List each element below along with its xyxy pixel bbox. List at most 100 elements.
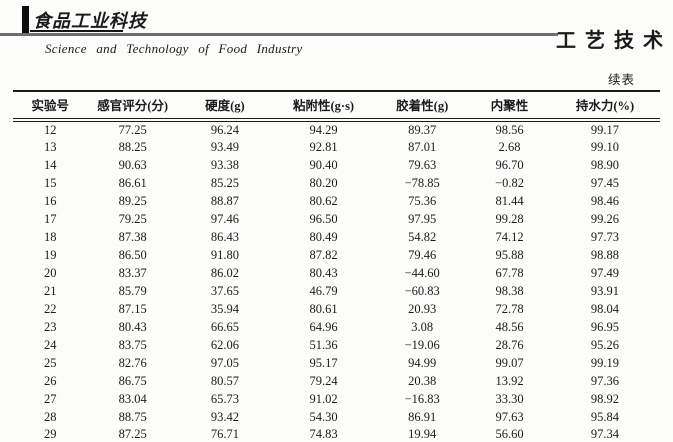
table-cell: 64.96 bbox=[309, 319, 338, 334]
table-row: 20 83.37 86.02 80.43 −44.60 67.78 97.49 bbox=[13, 264, 660, 282]
table-cell: 98.56 bbox=[495, 122, 524, 137]
table-cell: 74.12 bbox=[495, 229, 524, 244]
table-cell: 86.43 bbox=[210, 229, 239, 244]
table-cell: 77.25 bbox=[118, 122, 147, 137]
table-cell: 80.20 bbox=[309, 175, 338, 190]
table-row: 21 85.79 37.65 46.79 −60.83 98.38 93.91 bbox=[13, 282, 660, 300]
table-cell: 94.99 bbox=[408, 355, 437, 370]
column-header: 粘附性(g·s) bbox=[292, 99, 355, 113]
table-cell: 80.62 bbox=[309, 193, 338, 208]
table-row: 13 88.25 93.49 92.81 87.01 2.68 99.10 bbox=[13, 138, 660, 156]
table-cell: 76.71 bbox=[210, 427, 239, 441]
table-cell: 95.84 bbox=[590, 409, 620, 424]
table-cell: 51.36 bbox=[309, 337, 338, 352]
column-header: 硬度(g) bbox=[205, 99, 245, 113]
table-cell: 86.50 bbox=[118, 247, 147, 262]
table-row: 18 87.38 86.43 80.49 54.82 74.12 97.73 bbox=[13, 228, 660, 246]
table-cell: 83.75 bbox=[118, 337, 147, 352]
table-cell: 99.07 bbox=[495, 355, 524, 370]
table-cell: 99.19 bbox=[590, 355, 620, 370]
table-row: 16 89.25 88.87 80.62 75.36 81.44 98.46 bbox=[13, 192, 660, 210]
table-cell: 24 bbox=[43, 337, 57, 352]
table-cell: 46.79 bbox=[309, 283, 338, 298]
table-cell: 96.24 bbox=[210, 122, 239, 137]
table-cell: 79.63 bbox=[408, 157, 437, 172]
table-cell: 97.73 bbox=[590, 229, 620, 244]
table-cell: 22 bbox=[43, 301, 57, 316]
table-cell: 98.92 bbox=[590, 391, 620, 406]
table-cell: −44.60 bbox=[404, 265, 440, 280]
table-cell: 80.61 bbox=[309, 301, 338, 316]
table-cell: 91.02 bbox=[309, 391, 338, 406]
column-header: 内聚性 bbox=[490, 99, 529, 113]
table-cell: −78.85 bbox=[404, 175, 440, 190]
table-cell: 79.46 bbox=[408, 247, 437, 262]
journal-logo-chinese: 食品工业科技 bbox=[33, 11, 147, 31]
table-cell: 98.46 bbox=[590, 193, 620, 208]
table-cell: 98.88 bbox=[590, 247, 620, 262]
table-row: 23 80.43 66.65 64.96 3.08 48.56 96.95 bbox=[13, 318, 660, 336]
table-row: 17 79.25 97.46 96.50 97.95 99.28 99.26 bbox=[13, 210, 660, 228]
table-cell: 92.81 bbox=[309, 139, 338, 154]
table-cell: 72.78 bbox=[495, 301, 524, 316]
table-cell: 96.70 bbox=[495, 157, 524, 172]
table-cell: 20.93 bbox=[408, 301, 437, 316]
table-cell: 93.38 bbox=[210, 157, 239, 172]
table-row: 14 90.63 93.38 90.40 79.63 96.70 98.90 bbox=[13, 156, 660, 174]
table-cell: 95.88 bbox=[495, 247, 524, 262]
table-cell: 97.36 bbox=[590, 373, 620, 388]
table-cell: 54.30 bbox=[309, 409, 338, 424]
table-cell: 29 bbox=[43, 427, 57, 441]
table-cell: 86.75 bbox=[118, 373, 147, 388]
table-cell: 80.57 bbox=[210, 373, 239, 388]
table-cell: 82.76 bbox=[118, 355, 147, 370]
table-cell: 79.25 bbox=[118, 211, 147, 226]
table-cell: 97.34 bbox=[590, 427, 620, 441]
table-cell: 25 bbox=[43, 355, 57, 370]
column-header: 感官评分(分) bbox=[97, 99, 169, 113]
table-cell: 54.82 bbox=[408, 229, 437, 244]
table-cell: 89.25 bbox=[118, 193, 147, 208]
table-cell: 87.25 bbox=[118, 427, 147, 441]
table-cell: 89.37 bbox=[408, 122, 437, 137]
table-cell: 87.38 bbox=[118, 229, 147, 244]
table-cell: 19 bbox=[43, 247, 57, 262]
table-cell: 90.40 bbox=[309, 157, 338, 172]
table-cell: 67.78 bbox=[495, 265, 524, 280]
table-cell: 97.46 bbox=[210, 211, 239, 226]
table-cell: 48.56 bbox=[495, 319, 524, 334]
table-cell: 80.43 bbox=[118, 319, 147, 334]
table-cell: 20.38 bbox=[408, 373, 437, 388]
table-cell: 17 bbox=[43, 211, 57, 226]
table-cell: 94.29 bbox=[309, 122, 338, 137]
table-cell: 13.92 bbox=[495, 373, 524, 388]
table-cell: 86.02 bbox=[210, 265, 239, 280]
table-cell: 75.36 bbox=[408, 193, 437, 208]
table-header-row: 实验号 感官评分(分) 硬度(g) 粘附性(g·s) 胶着性(g) 内聚性 持水力(%) bbox=[13, 91, 660, 120]
table-cell: 26 bbox=[43, 373, 57, 388]
table-cell: 62.06 bbox=[210, 337, 239, 352]
journal-name-english: Science and Technology of Food Industry bbox=[45, 41, 303, 56]
table-cell: −0.82 bbox=[495, 175, 525, 190]
table-row: 26 86.75 80.57 79.24 20.38 13.92 97.36 bbox=[13, 372, 660, 390]
table-cell: 14 bbox=[43, 157, 57, 172]
table-row: 15 86.61 85.25 80.20 −78.85 −0.82 97.45 bbox=[13, 174, 660, 192]
table-cell: 80.49 bbox=[309, 229, 338, 244]
table-continued-label: 续表 bbox=[607, 73, 635, 87]
table-cell: 15 bbox=[43, 175, 57, 190]
table-cell: 21 bbox=[43, 283, 57, 298]
table-cell: 86.91 bbox=[408, 409, 437, 424]
table-cell: 79.24 bbox=[309, 373, 338, 388]
table-row: 28 88.75 93.42 54.30 86.91 97.63 95.84 bbox=[13, 408, 660, 426]
table-row: 25 82.76 97.05 95.17 94.99 99.07 99.19 bbox=[13, 354, 660, 372]
table-cell: 18 bbox=[43, 229, 57, 244]
table-cell: 91.80 bbox=[210, 247, 239, 262]
table-cell: 83.04 bbox=[118, 391, 147, 406]
table-cell: 16 bbox=[43, 193, 57, 208]
table-row: 27 83.04 65.73 91.02 −16.83 33.30 98.92 bbox=[13, 390, 660, 408]
table-cell: 97.95 bbox=[408, 211, 437, 226]
table-cell: 97.49 bbox=[590, 265, 620, 280]
table-cell: 98.04 bbox=[590, 301, 620, 316]
table-cell: 35.94 bbox=[210, 301, 239, 316]
